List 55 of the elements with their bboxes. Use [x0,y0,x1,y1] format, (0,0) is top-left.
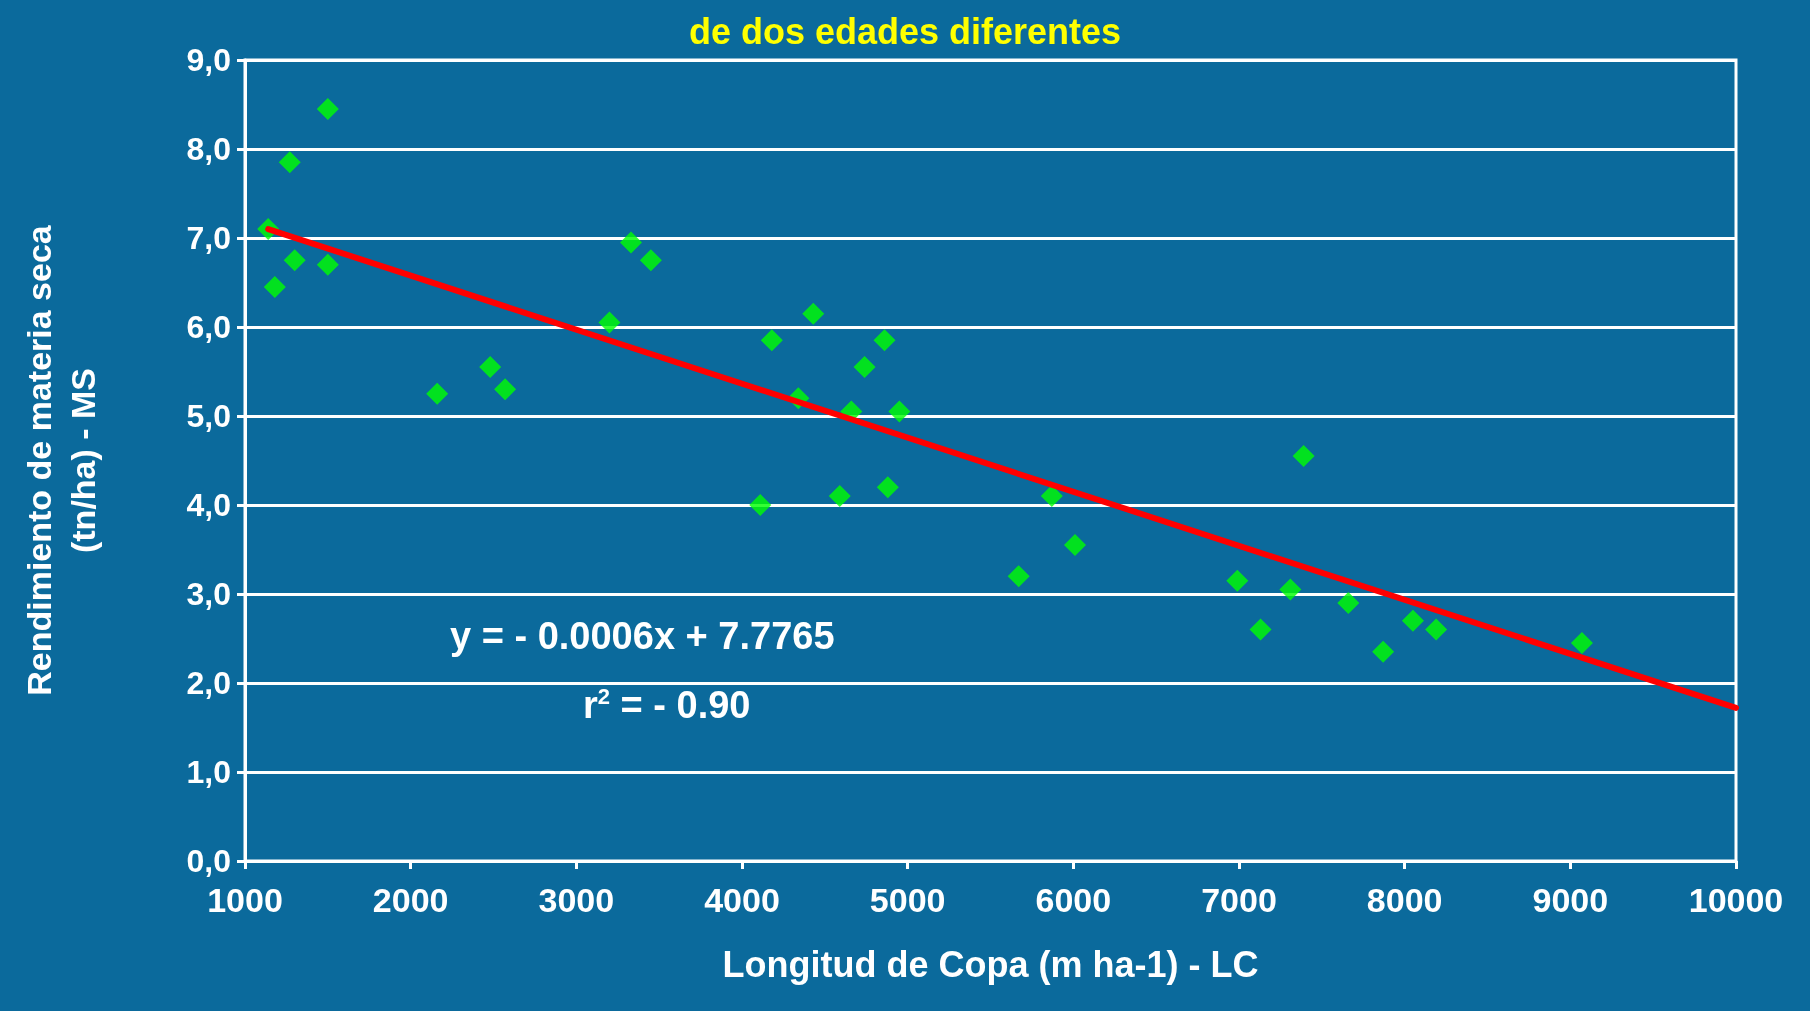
point [873,329,896,352]
y-tick-label: 9,0 [186,42,231,78]
point [1337,591,1360,614]
y-tick-label: 1,0 [186,754,231,790]
y-tick-label: 8,0 [186,131,231,167]
y-tick-label: 0,0 [186,843,231,879]
x-tick-label: 4000 [704,881,780,919]
x-tick-label: 5000 [869,881,946,919]
point [802,302,825,325]
point [1063,534,1086,557]
point [828,485,851,508]
point [598,311,621,334]
x-tick-label: 1000 [207,881,283,919]
point [1007,565,1030,588]
point [853,356,876,379]
y-tick-label: 2,0 [186,665,231,701]
point [876,476,899,499]
annotation: y = - 0.0006x + 7.7765 [450,615,835,657]
point [1372,640,1395,663]
x-axis-title: Longitud de Copa (m ha-1) - LC [722,943,1259,985]
point [1226,569,1249,592]
point [639,249,662,272]
point [1249,618,1272,641]
x-tick-label: 10000 [1688,881,1784,919]
point [749,494,772,516]
point [316,97,339,120]
y-tick-label: 7,0 [186,220,231,256]
x-tick-label: 3000 [538,881,615,919]
point [263,275,286,298]
y-tick-label: 3,0 [186,576,231,612]
chart-title: de dos edades diferentes [688,10,1122,52]
point [316,253,339,276]
point [1279,578,1302,601]
y-tick-label: 4,0 [186,487,231,523]
x-tick-label: 6000 [1035,881,1112,919]
point [760,329,783,352]
point [283,249,306,272]
point [1040,485,1063,508]
x-tick-label: 2000 [372,881,449,919]
point [479,356,502,379]
x-tick-label: 7000 [1201,881,1277,919]
point [494,378,517,401]
x-tick-label: 9000 [1532,881,1609,919]
point [1570,631,1593,654]
point [620,231,642,254]
point [278,151,301,174]
point [1425,618,1448,641]
point [426,382,449,405]
point [888,400,911,423]
y-tick-label: 5,0 [186,398,231,434]
x-tick-label: 8000 [1366,881,1443,919]
y-axis-title: Rendimiento de materia seca (tn/ha) - MS [20,224,102,696]
point [1292,445,1315,468]
point [1401,609,1424,632]
y-tick-label: 6,0 [186,309,231,345]
